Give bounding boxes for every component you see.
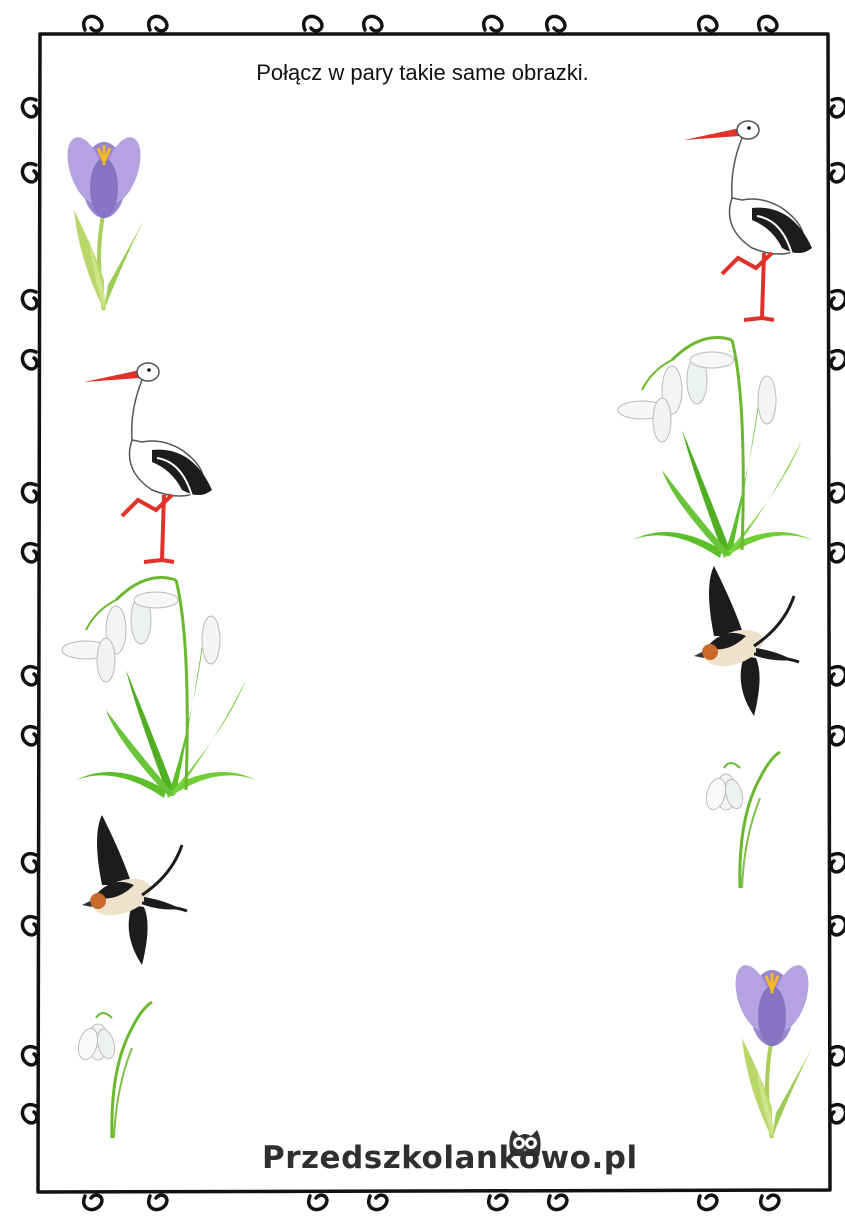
owl-icon xyxy=(509,1130,541,1156)
snowdrop-icon[interactable] xyxy=(700,738,785,893)
brand-name: Przedszkolankowo.pl xyxy=(262,1140,638,1176)
snowdrop-bunch-icon[interactable] xyxy=(612,320,822,560)
instruction-title: Połącz w pary takie same obrazki. xyxy=(256,60,589,85)
swallow-icon[interactable] xyxy=(82,815,192,970)
crocus-icon[interactable] xyxy=(64,110,154,315)
crocus-icon[interactable] xyxy=(732,938,822,1143)
brand-logo: Przedszkolankowo.pl xyxy=(262,1126,637,1186)
stork-icon[interactable] xyxy=(82,350,222,570)
snowdrop-icon[interactable] xyxy=(72,988,157,1143)
snowdrop-bunch-icon[interactable] xyxy=(56,560,266,800)
swallow-icon[interactable] xyxy=(694,566,804,721)
stork-icon[interactable] xyxy=(682,108,822,328)
